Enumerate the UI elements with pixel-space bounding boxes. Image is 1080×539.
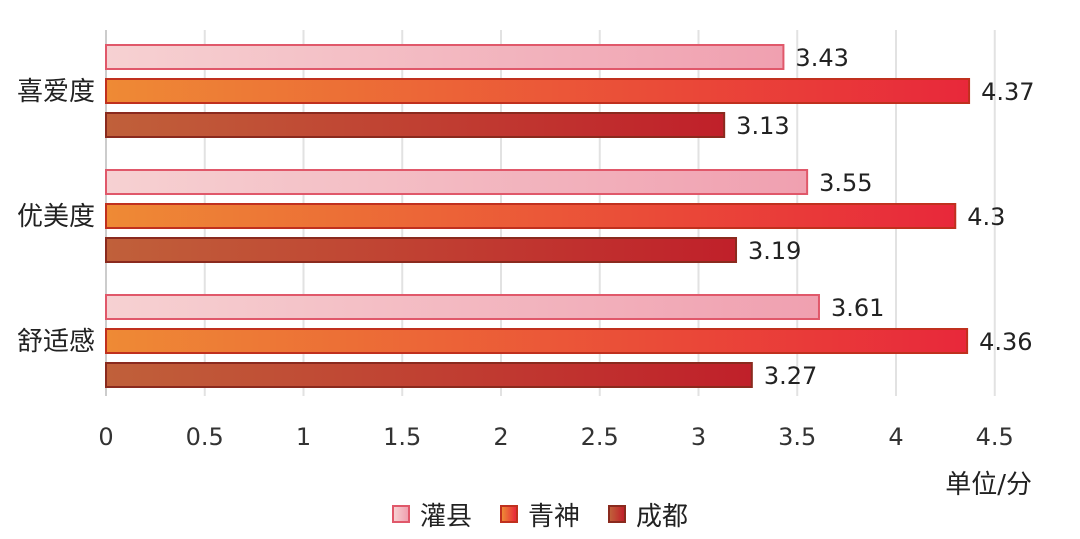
bar — [105, 203, 957, 229]
data-label: 3.61 — [831, 294, 884, 322]
bar — [105, 112, 726, 138]
x-tick-label: 3 — [691, 423, 706, 451]
bar — [105, 328, 969, 354]
bar — [105, 294, 820, 320]
labels: 0 0.5 1 1.5 2 2.5 3 3.5 4 4.5 喜爱度 3.43 4.37 3.13 优美度 3.… — [17, 44, 1035, 451]
x-tick-label: 2.5 — [581, 423, 619, 451]
bar-chart: 0 0.5 1 1.5 2 2.5 3 3.5 4 4.5 喜爱度 3.43 4.37 3.13 优美度 3.… — [17, 30, 1035, 500]
data-label: 3.19 — [748, 237, 801, 265]
x-tick-label: 1 — [296, 423, 311, 451]
data-label: 3.43 — [795, 44, 848, 72]
data-label: 3.13 — [736, 112, 789, 140]
x-tick-label: 0 — [98, 423, 113, 451]
legend-swatch — [608, 505, 626, 523]
unit-label: 单位/分 — [945, 470, 1032, 500]
data-label: 4.36 — [979, 328, 1032, 356]
x-tick-label: 0.5 — [186, 423, 224, 451]
legend: 灌县 青神 成都 — [0, 494, 1080, 534]
legend-item: 成都 — [608, 496, 688, 533]
data-label: 4.3 — [967, 203, 1005, 231]
data-label: 4.37 — [981, 78, 1034, 106]
x-tick-label: 4 — [888, 423, 903, 451]
bar — [105, 237, 738, 263]
category-label: 舒适感 — [17, 327, 95, 357]
bar — [105, 169, 809, 195]
x-tick-label: 4.5 — [976, 423, 1014, 451]
bar — [105, 78, 971, 104]
category-label: 优美度 — [17, 202, 95, 232]
bar — [105, 44, 785, 70]
legend-label: 青神 — [527, 501, 580, 532]
legend-swatch — [391, 505, 410, 523]
data-label: 3.27 — [764, 362, 817, 390]
x-tick-label: 2 — [493, 423, 508, 451]
x-tick-label: 1.5 — [383, 423, 421, 451]
category-label: 喜爱度 — [17, 77, 95, 107]
legend-item: 灌县 — [391, 496, 472, 533]
legend-item: 青神 — [499, 496, 580, 533]
legend-label: 成都 — [636, 501, 689, 532]
bars — [105, 44, 971, 388]
legend-swatch — [499, 505, 518, 523]
x-tick-label: 3.5 — [778, 423, 816, 451]
bar — [105, 362, 753, 388]
legend-label: 灌县 — [419, 501, 472, 532]
data-label: 3.55 — [819, 169, 872, 197]
